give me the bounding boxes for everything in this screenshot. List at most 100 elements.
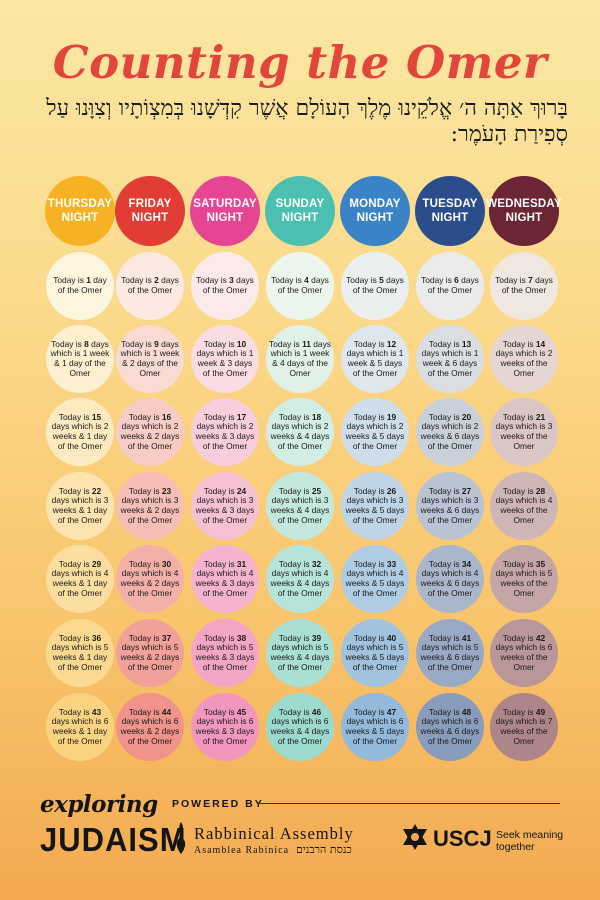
omer-day-number: 26: [386, 485, 397, 496]
omer-day-circle: Today is 33 days which is 4 weeks & 5 da…: [341, 545, 409, 613]
column-header: WEDNESDAY NIGHT: [486, 176, 562, 246]
omer-day-number: 11: [302, 338, 311, 349]
omer-day-text: Today is 48 days which is 6 weeks & 6 da…: [420, 706, 480, 746]
uscj-tagline: Seek meaning together: [496, 829, 564, 853]
omer-day-text: Today is 17 days which is 2 weeks & 3 da…: [195, 411, 255, 451]
omer-day-text: Today is 28 days which is 4 weeks of the…: [495, 485, 553, 525]
column-header: SUNDAY NIGHT: [265, 176, 335, 246]
footer-divider: [258, 803, 560, 804]
omer-day-number: 5: [379, 275, 384, 286]
omer-day-number: 33: [386, 558, 397, 569]
omer-day-text: Today is 40 days which is 5 weeks & 5 da…: [345, 632, 405, 672]
omer-day-circle: Today is 7 days of the Omer: [490, 252, 558, 320]
omer-day-circle: Today is 20 days which is 2 weeks & 6 da…: [416, 398, 484, 466]
omer-day-circle: Today is 15 days which is 2 weeks & 1 da…: [46, 398, 114, 466]
omer-calendar-grid: THURSDAY NIGHT FRIDAY NIGHT SATURDAY NIGHT…: [45, 176, 562, 761]
omer-day-number: 39: [311, 632, 322, 643]
omer-day-number: 42: [535, 632, 546, 643]
omer-day-text: Today is 31 days which is 4 weeks & 3 da…: [195, 558, 255, 598]
omer-day-number: 8: [84, 338, 89, 349]
omer-day-number: 15: [91, 411, 102, 422]
omer-day-circle: Today is 14 days which is 2 weeks of the…: [490, 325, 558, 393]
omer-day-circle: Today is 34 days which is 4 weeks & 6 da…: [416, 545, 484, 613]
omer-day-number: 37: [161, 632, 172, 643]
omer-day-number: 21: [535, 411, 546, 422]
omer-day-circle: Today is 30 days which is 4 weeks & 2 da…: [116, 545, 184, 613]
omer-day-text: Today is 24 days which is 3 weeks & 3 da…: [195, 485, 255, 525]
omer-day-number: 9: [154, 338, 159, 349]
omer-day-text: Today is 2 days of the Omer: [121, 275, 179, 295]
omer-day-text: Today is 32 days which is 4 weeks & 4 da…: [270, 558, 330, 598]
omer-day-circle: Today is 36 days which is 5 weeks & 1 da…: [46, 619, 114, 687]
omer-day-text: Today is 33 days which is 4 weeks & 5 da…: [345, 558, 405, 598]
omer-day-circle: Today is 13 days which is 1 week & 6 day…: [416, 325, 484, 393]
omer-day-circle: Today is 41 days which is 5 weeks & 6 da…: [416, 619, 484, 687]
omer-day-number: 6: [454, 275, 459, 286]
omer-day-text: Today is 19 days which is 2 weeks & 5 da…: [345, 411, 405, 451]
omer-day-number: 24: [236, 485, 247, 496]
omer-day-number: 23: [161, 485, 172, 496]
omer-day-text: Today is 25 days which is 3 weeks & 4 da…: [270, 485, 330, 525]
omer-day-number: 41: [461, 632, 472, 643]
omer-day-circle: Today is 16 days which is 2 weeks & 2 da…: [116, 398, 184, 466]
omer-day-circle: Today is 9 days which is 1 week & 2 days…: [116, 325, 184, 393]
omer-day-text: Today is 38 days which is 5 weeks & 3 da…: [195, 632, 255, 672]
omer-day-number: 48: [461, 706, 472, 717]
omer-day-number: 40: [386, 632, 397, 643]
omer-day-number: 10: [236, 338, 247, 349]
omer-day-text: Today is 3 days of the Omer: [196, 275, 254, 295]
omer-day-text: Today is 6 days of the Omer: [421, 275, 479, 295]
column-header: MONDAY NIGHT: [340, 176, 410, 246]
omer-day-circle: Today is 40 days which is 5 weeks & 5 da…: [341, 619, 409, 687]
omer-day-circle: Today is 29 days which is 4 weeks & 1 da…: [46, 545, 114, 613]
omer-day-text: Today is 13 days which is 1 week & 6 day…: [421, 338, 479, 378]
omer-day-circle: Today is 23 days which is 3 weeks & 2 da…: [116, 472, 184, 540]
omer-day-number: 1: [86, 275, 91, 286]
omer-day-number: 19: [386, 411, 397, 422]
omer-day-number: 44: [161, 706, 172, 717]
omer-day-circle: Today is 12 days which is 1 week & 5 day…: [341, 325, 409, 393]
column-header: FRIDAY NIGHT: [115, 176, 185, 246]
omer-day-number: 38: [236, 632, 247, 643]
omer-day-text: Today is 34 days which is 4 weeks & 6 da…: [420, 558, 480, 598]
omer-day-number: 30: [161, 558, 172, 569]
omer-day-text: Today is 10 days which is 1 week & 3 day…: [196, 338, 254, 378]
omer-day-text: Today is 22 days which is 3 weeks & 1 da…: [51, 485, 109, 525]
omer-day-circle: Today is 4 days of the Omer: [266, 252, 334, 320]
omer-day-number: 3: [229, 275, 234, 286]
uscj-star-icon: [403, 824, 427, 850]
omer-day-text: Today is 18 days which is 2 weeks & 4 da…: [270, 411, 330, 451]
omer-day-text: Today is 43 days which is 6 weeks & 1 da…: [51, 706, 109, 746]
omer-day-circle: Today is 49 days which is 7 weeks of the…: [490, 693, 558, 761]
omer-day-text: Today is 14 days which is 2 weeks of the…: [495, 338, 553, 378]
omer-day-circle: Today is 31 days which is 4 weeks & 3 da…: [191, 545, 259, 613]
omer-day-number: 22: [91, 485, 102, 496]
omer-day-circle: Today is 48 days which is 6 weeks & 6 da…: [416, 693, 484, 761]
omer-day-text: Today is 7 days of the Omer: [495, 275, 553, 295]
omer-day-circle: Today is 2 days of the Omer: [116, 252, 184, 320]
omer-day-circle: Today is 46 days which is 6 weeks & 4 da…: [266, 693, 334, 761]
omer-day-circle: Today is 18 days which is 2 weeks & 4 da…: [266, 398, 334, 466]
omer-day-text: Today is 47 days which is 6 weeks & 5 da…: [345, 706, 405, 746]
omer-day-circle: Today is 25 days which is 3 weeks & 4 da…: [266, 472, 334, 540]
omer-day-text: Today is 44 days which is 6 weeks & 2 da…: [120, 706, 180, 746]
rabbinical-assembly-hebrew: כנסת הרבנים: [296, 843, 352, 856]
omer-day-text: Today is 20 days which is 2 weeks & 6 da…: [420, 411, 480, 451]
omer-day-circle: Today is 22 days which is 3 weeks & 1 da…: [46, 472, 114, 540]
omer-day-number: 27: [461, 485, 472, 496]
column-header: TUESDAY NIGHT: [415, 176, 485, 246]
hebrew-blessing: בָּרוּךְ אַתָּה ה׳ אֱלֹקֵינוּ מֶלֶךְ הָע…: [46, 96, 568, 147]
omer-day-number: 14: [535, 338, 546, 349]
omer-day-circle: Today is 28 days which is 4 weeks of the…: [490, 472, 558, 540]
omer-day-circle: Today is 17 days which is 2 weeks & 3 da…: [191, 398, 259, 466]
page-title: Counting the Omer: [52, 36, 548, 89]
ra-flame-icon: [176, 822, 186, 854]
omer-day-circle: Today is 6 days of the Omer: [416, 252, 484, 320]
omer-day-circle: Today is 42 days which is 6 weeks of the…: [490, 619, 558, 687]
column-header: SATURDAY NIGHT: [190, 176, 260, 246]
rabbinical-assembly-spanish: Asamblea Rabínica: [194, 845, 290, 856]
omer-day-number: 28: [535, 485, 546, 496]
omer-day-circle: Today is 38 days which is 5 weeks & 3 da…: [191, 619, 259, 687]
omer-day-number: 34: [461, 558, 472, 569]
omer-day-circle: Today is 37 days which is 5 weeks & 2 da…: [116, 619, 184, 687]
